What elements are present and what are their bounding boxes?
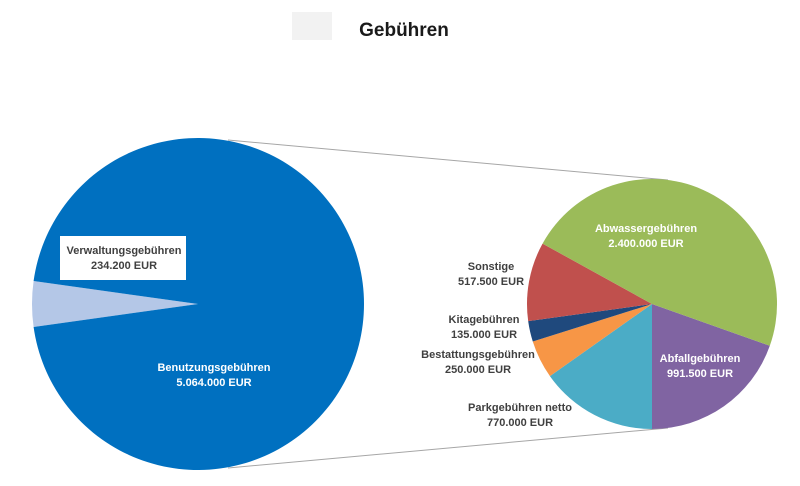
data-label-parkgebuhren-netto: Parkgebühren netto bbox=[468, 402, 572, 414]
main-slice-verwaltungsgebuhren bbox=[32, 281, 198, 327]
data-label-abwassergebuhren: Abwassergebühren bbox=[595, 223, 697, 235]
connector-lines bbox=[227, 139, 669, 469]
data-label-kitagebuhren: Kitagebühren bbox=[449, 314, 520, 326]
data-label-sonstige: Sonstige bbox=[468, 261, 514, 273]
secondary-slice-sonstige bbox=[526, 243, 652, 322]
data-label-benutzungsgebuhren: Benutzungsgebühren bbox=[157, 362, 270, 374]
data-value-benutzungsgebuhren: 5.064.000 EUR bbox=[176, 377, 251, 389]
secondary-slice-parkgebuhren-netto bbox=[549, 304, 652, 429]
connector-line-bottom bbox=[227, 427, 669, 469]
data-value-sonstige: 517.500 EUR bbox=[458, 276, 524, 288]
connector-line-top bbox=[227, 139, 669, 181]
data-value-verwaltungsgebuhren: 234.200 EUR bbox=[91, 260, 157, 272]
secondary-slice-abwassergebuhren bbox=[542, 178, 778, 346]
secondary-slice-kitagebuhren bbox=[528, 304, 652, 342]
data-label-abfallgebuhren: Abfallgebühren bbox=[660, 353, 741, 365]
data-labels: Verwaltungsgebühren 234.200 EUR Benutzungs… bbox=[60, 223, 741, 429]
data-value-abwassergebuhren: 2.400.000 EUR bbox=[608, 238, 683, 250]
main-pie bbox=[32, 138, 365, 470]
label-box-verwaltungsgebuhren bbox=[60, 236, 186, 280]
data-value-parkgebuhren-netto: 770.000 EUR bbox=[487, 417, 553, 429]
data-value-bestattungsgebuhren: 250.000 EUR bbox=[445, 364, 511, 376]
data-value-abfallgebuhren: 991.500 EUR bbox=[667, 368, 733, 380]
data-value-kitagebuhren: 135.000 EUR bbox=[451, 329, 517, 341]
data-label-bestattungsgebuhren: Bestattungsgebühren bbox=[421, 349, 535, 361]
data-label-verwaltungsgebuhren: Verwaltungsgebühren bbox=[67, 245, 182, 257]
chart-title: Gebühren bbox=[359, 20, 449, 41]
main-slice-benutzungsgebuhren bbox=[33, 138, 365, 470]
secondary-slice-abfallgebuhren bbox=[652, 304, 770, 429]
secondary-slice-bestattungsgebuhren bbox=[532, 304, 652, 377]
title-shadow bbox=[292, 12, 332, 40]
secondary-pie bbox=[526, 178, 778, 429]
